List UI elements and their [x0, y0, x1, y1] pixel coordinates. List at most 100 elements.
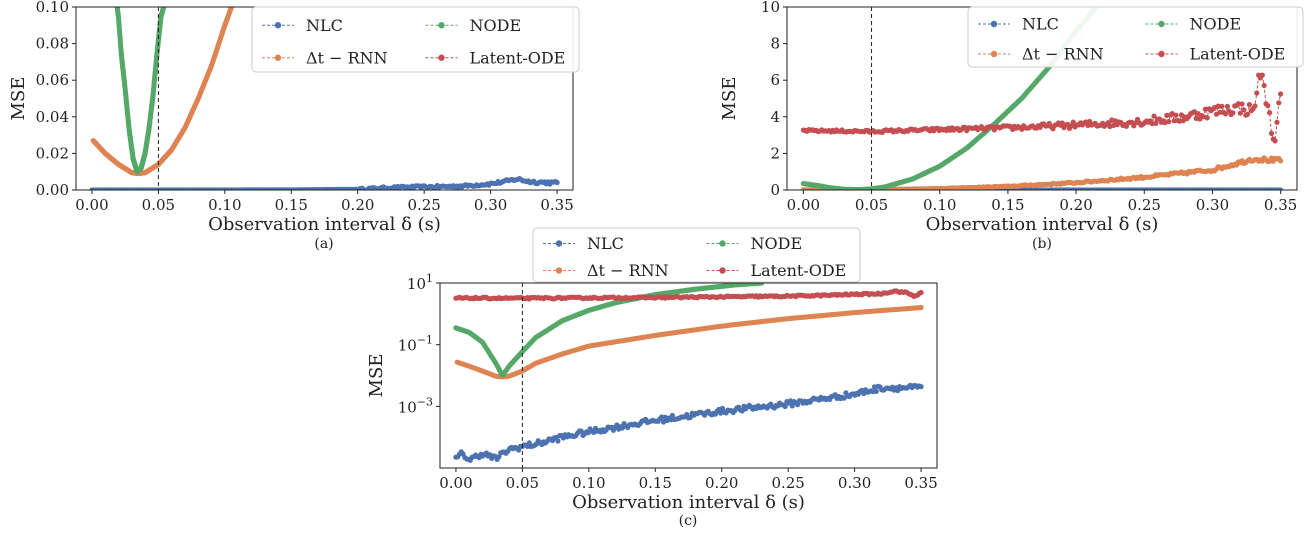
axes-frame	[439, 282, 938, 469]
x-tick-label: 0.05	[142, 196, 175, 214]
legend-item-dt_RNN: Δt − RNN	[978, 45, 1104, 64]
legend-item-dt_RNN: Δt − RNN	[543, 261, 669, 280]
data-point	[1272, 138, 1278, 144]
x-tick-label: 0.15	[991, 196, 1024, 214]
legend-swatch-marker	[555, 267, 563, 274]
data-point	[228, 7, 235, 10]
data-point	[782, 403, 788, 410]
series-Latent_ODE-b	[800, 72, 1284, 144]
series-dt_RNN-a	[90, 7, 235, 177]
data-point	[789, 403, 795, 409]
data-point	[669, 412, 676, 419]
y-tick-label: 0.06	[36, 71, 69, 89]
x-axis-label: Observation interval δ (s)	[572, 492, 805, 513]
x-tick-label: 0.15	[639, 474, 672, 492]
legend: NLC NODE Δt − RNN Latent-ODE	[967, 6, 1304, 68]
x-tick-label: 0.10	[572, 474, 605, 492]
legend-swatch-marker	[1158, 50, 1165, 58]
legend-frame	[532, 227, 861, 283]
legend-item-Latent_ODE: Latent-ODE	[425, 48, 565, 67]
plot-area-b	[800, 7, 1284, 190]
data-point	[555, 438, 561, 444]
panel-b: 0.00 0.05 0.10 0.15 0.20 0.25 0.30 0.35 0 2 4 6 8 10 O…	[719, 0, 1304, 252]
data-point	[1204, 115, 1210, 121]
data-point	[1278, 91, 1284, 97]
data-point	[1274, 119, 1280, 125]
x-tick-label: 0.20	[341, 196, 374, 214]
x-tick-label: 0.30	[474, 196, 507, 214]
data-point	[1265, 103, 1271, 109]
y-tick-label: 0.00	[36, 181, 69, 199]
data-point	[1278, 158, 1284, 164]
series-NLC-c	[453, 382, 924, 463]
data-point	[1267, 110, 1273, 116]
data-point	[1261, 82, 1267, 89]
legend-item-NODE: NODE	[1145, 15, 1241, 34]
data-point	[1237, 110, 1243, 116]
y-tick-label: 2	[770, 144, 780, 162]
legend-item-NODE: NODE	[706, 234, 802, 253]
data-point	[161, 7, 167, 10]
data-point	[1223, 111, 1229, 117]
series-NLC-a	[89, 176, 560, 190]
y-tick-label: 0.02	[36, 144, 69, 162]
y-tick-label: 101	[407, 272, 433, 293]
legend-item-dt_RNN: Δt − RNN	[262, 48, 388, 67]
data-point	[918, 384, 924, 390]
data-point	[1173, 112, 1179, 118]
data-point	[918, 304, 924, 311]
data-point	[1254, 90, 1260, 96]
x-tick-label: 0.25	[1128, 196, 1161, 214]
x-tick-label: 0.30	[1196, 196, 1229, 214]
legend-frame	[967, 6, 1304, 68]
y-tick-label: 4	[770, 108, 780, 126]
x-tick-label: 0.05	[855, 196, 888, 214]
data-point	[1070, 119, 1076, 125]
x-tick-label: 0.20	[1059, 196, 1092, 214]
legend-swatch-marker	[555, 240, 563, 247]
legend: NLC NODE Δt − RNN Latent-ODE	[251, 6, 580, 73]
series-NODE-a	[114, 7, 167, 175]
legend-swatch-marker	[438, 22, 445, 29]
panel-caption: (a)	[314, 236, 333, 252]
x-tick-label: 0.10	[923, 196, 956, 214]
legend-label: Latent-ODE	[751, 261, 847, 280]
data-point	[1239, 101, 1245, 107]
legend-item-NODE: NODE	[425, 16, 521, 35]
y-tick-label: 0.10	[36, 0, 69, 16]
legend-swatch-marker	[438, 54, 445, 61]
data-point	[918, 289, 924, 296]
x-tick-label: 0.30	[838, 474, 871, 492]
x-axis-label: Observation interval δ (s)	[926, 214, 1159, 235]
data-point	[1241, 107, 1247, 113]
x-tick-label: 0.20	[705, 474, 738, 492]
x-tick-label: 0.35	[1264, 196, 1297, 214]
x-tick-label: 0.05	[506, 474, 539, 492]
data-point	[1259, 72, 1265, 78]
legend-label: Δt − RNN	[587, 261, 669, 280]
x-tick-label: 0.00	[787, 196, 820, 214]
data-point	[795, 402, 801, 408]
x-tick-label: 0.25	[771, 474, 804, 492]
legend-item-Latent_ODE: Latent-ODE	[1145, 45, 1285, 64]
panel-caption: (b)	[1032, 236, 1052, 252]
y-tick-label: 8	[770, 35, 780, 53]
legend: NLC NODE Δt − RNN Latent-ODE	[532, 227, 861, 283]
legend-label: NLC	[587, 234, 624, 253]
legend-frame	[251, 6, 580, 73]
panel-a: 0.00 0.05 0.10 0.15 0.20 0.25 0.30 0.35 0.00 0.02…	[8, 0, 580, 252]
legend-item-NLC: NLC	[543, 234, 624, 253]
x-tick-label: 0.00	[439, 474, 472, 492]
y-axis-label: MSE	[366, 354, 387, 398]
y-tick-label: 10	[761, 0, 780, 16]
x-tick-label: 0.00	[75, 196, 108, 214]
y-tick-label: 10−3	[398, 395, 433, 416]
data-point	[759, 283, 765, 286]
data-point	[1246, 102, 1252, 108]
legend-label: Δt − RNN	[1022, 45, 1104, 64]
legend-item-Latent_ODE: Latent-ODE	[706, 261, 847, 280]
series-line	[92, 7, 232, 174]
data-point	[1235, 101, 1241, 107]
x-tick-label: 0.15	[275, 196, 308, 214]
